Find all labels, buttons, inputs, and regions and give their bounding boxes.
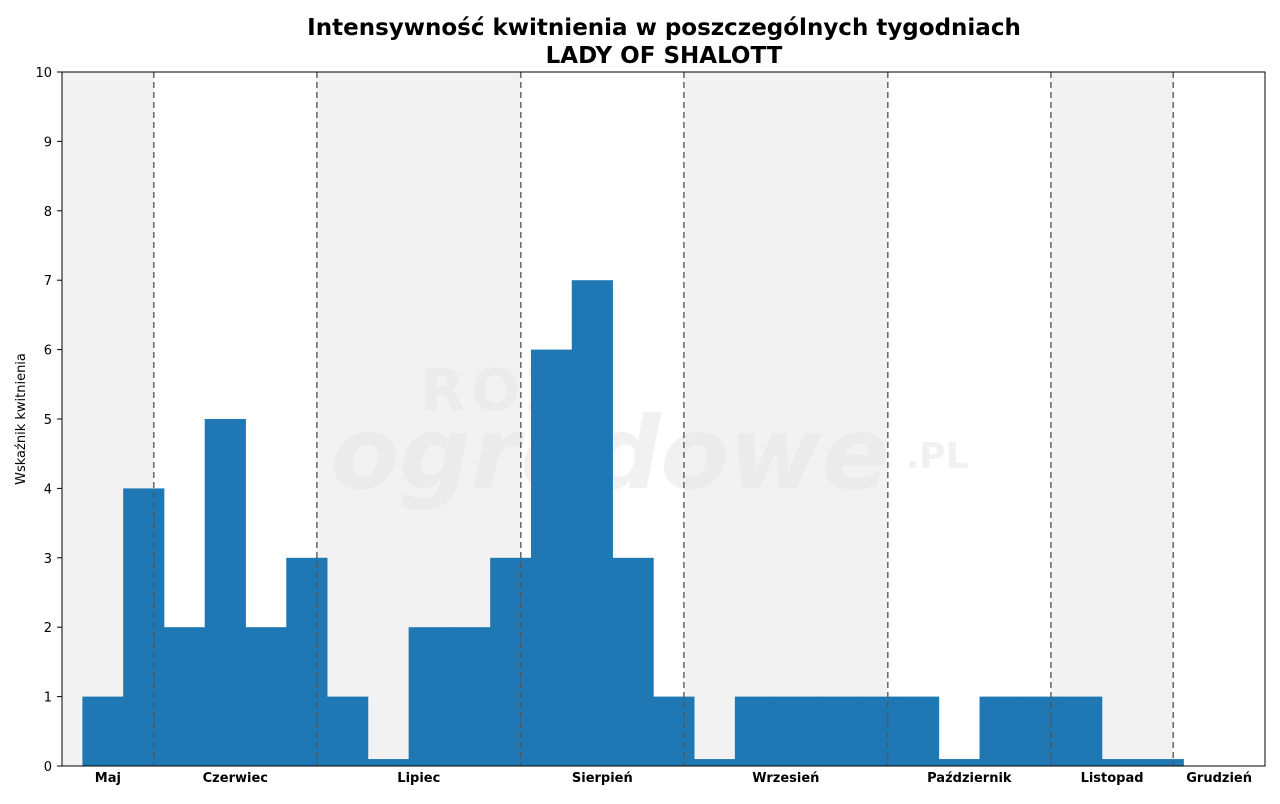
bar-week-3 (123, 488, 165, 766)
bar-week-18 (734, 696, 777, 766)
bar-week-12 (490, 557, 532, 766)
y-tick-label-7: 7 (44, 274, 52, 289)
bar-week-2 (82, 696, 124, 766)
bar-week-24 (979, 696, 1021, 766)
bar-week-5 (204, 419, 246, 766)
chart-subtitle: LADY OF SHALOTT (546, 43, 783, 69)
y-tick-label-8: 8 (44, 205, 52, 220)
bar-week-16 (653, 696, 695, 766)
bar-week-27 (1101, 759, 1144, 766)
month-label-2: Lipiec (397, 771, 440, 786)
bar-week-28 (1142, 759, 1184, 766)
month-shade-4 (683, 72, 888, 766)
month-label-3: Sierpień (572, 771, 633, 786)
bar-week-20 (816, 696, 858, 766)
bar-week-11 (449, 627, 491, 766)
month-label-5: Październik (927, 771, 1012, 786)
y-tick-label-4: 4 (44, 482, 52, 497)
bar-week-25 (1020, 696, 1062, 766)
plot-area: ROZEogrodowe.PL012345678910MajCzerwiecLi… (35, 66, 1266, 786)
month-label-4: Wrzesień (752, 771, 819, 786)
month-label-6: Listopad (1081, 771, 1144, 786)
bar-week-13 (530, 349, 573, 766)
bar-week-6 (245, 627, 287, 766)
bar-week-10 (408, 627, 450, 766)
bar-week-17 (694, 759, 736, 766)
bar-week-22 (897, 696, 940, 766)
y-tick-label-6: 6 (44, 344, 52, 359)
bar-week-26 (1061, 696, 1103, 766)
month-label-1: Czerwiec (203, 771, 268, 786)
month-label-0: Maj (95, 771, 121, 786)
bar-week-15 (612, 557, 654, 766)
bar-week-19 (775, 696, 817, 766)
y-tick-label-0: 0 (44, 760, 52, 775)
bar-week-4 (163, 627, 206, 766)
month-label-7: Grudzień (1186, 771, 1252, 786)
y-tick-label-2: 2 (44, 621, 52, 636)
watermark-text-suffix: .PL (906, 436, 969, 477)
y-tick-label-10: 10 (35, 66, 52, 81)
chart-title: Intensywność kwitnienia w poszczególnych… (307, 15, 1021, 41)
bar-week-14 (571, 280, 613, 766)
bar-week-7 (286, 557, 328, 766)
y-tick-label-1: 1 (44, 691, 52, 706)
bar-week-21 (857, 696, 899, 766)
y-tick-label-5: 5 (44, 413, 52, 428)
month-shade-6 (1050, 72, 1174, 766)
bar-week-9 (367, 759, 410, 766)
bar-week-8 (327, 696, 369, 766)
y-axis-label: Wskaźnik kwitnienia (14, 353, 29, 485)
bar-week-23 (938, 759, 980, 766)
y-tick-label-9: 9 (44, 135, 52, 150)
y-tick-label-3: 3 (44, 552, 52, 567)
